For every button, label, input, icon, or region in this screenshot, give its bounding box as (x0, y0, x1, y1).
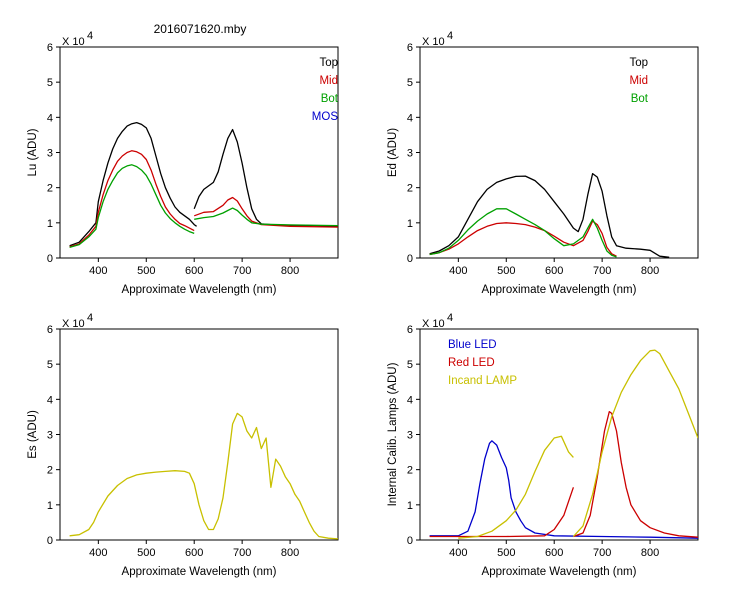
x-axis-label: Approximate Wavelength (nm) (482, 566, 637, 578)
y-tick-label: 2 (407, 183, 413, 195)
legend-entry-bot: Bot (321, 93, 339, 105)
series-line-bot (429, 208, 617, 258)
y-multiplier: X 10 (62, 36, 85, 48)
x-tick-label: 700 (593, 265, 611, 277)
y-tick-label: 5 (407, 77, 413, 89)
x-tick-label: 800 (641, 547, 659, 559)
legend-entry-mid: Mid (629, 75, 648, 87)
y-multiplier: X 10 (422, 36, 445, 48)
x-tick-label: 500 (137, 547, 155, 559)
y-tick-label: 0 (47, 253, 53, 265)
y-axis-label: Lu (ADU) (27, 128, 39, 176)
series-line-mid (193, 196, 338, 228)
x-axis-label: Approximate Wavelength (nm) (482, 284, 637, 296)
series-line-incand-lamp (572, 349, 698, 537)
x-tick-label: 800 (281, 265, 299, 277)
y-multiplier-exponent: 4 (447, 30, 453, 42)
y-axis-label: Es (ADU) (27, 410, 39, 459)
legend-entry-top: Top (319, 57, 338, 69)
y-tick-label: 1 (47, 218, 53, 230)
plot-frame (59, 328, 339, 541)
x-axis-label: Approximate Wavelength (nm) (122, 284, 277, 296)
legend-entry-incand-lamp: Incand LAMP (448, 375, 517, 387)
y-tick-label: 4 (407, 394, 413, 406)
y-tick-label: 2 (407, 465, 413, 477)
x-tick-label: 500 (497, 265, 515, 277)
y-tick-label: 1 (47, 500, 53, 512)
y-tick-label: 0 (407, 535, 413, 547)
x-tick-label: 600 (545, 547, 563, 559)
y-axis-label: Internal Calib. Lamps (ADU) (387, 362, 399, 506)
y-tick-label: 0 (407, 253, 413, 265)
legend-entry-bot: Bot (631, 93, 649, 105)
x-tick-label: 700 (233, 265, 251, 277)
x-tick-label: 400 (89, 547, 107, 559)
y-multiplier-exponent: 4 (447, 312, 453, 324)
x-axis-label: Approximate Wavelength (nm) (122, 566, 277, 578)
y-tick-label: 1 (407, 218, 413, 230)
y-tick-label: 3 (47, 430, 53, 442)
series-line-blue-led (429, 440, 698, 539)
series-line-bot (194, 207, 338, 227)
y-tick-label: 3 (407, 148, 413, 160)
series-line-red-led (573, 410, 698, 538)
y-tick-label: 6 (407, 42, 413, 54)
y-multiplier: X 10 (62, 318, 85, 330)
series-line-mid (69, 150, 195, 248)
y-tick-label: 5 (407, 359, 413, 371)
y-tick-label: 6 (47, 42, 53, 54)
y-multiplier-exponent: 4 (87, 312, 93, 324)
legend-entry-mos: MOS (312, 111, 339, 123)
x-tick-label: 500 (137, 265, 155, 277)
series-line-red-led (429, 487, 575, 538)
y-tick-label: 2 (47, 183, 53, 195)
series-line-top (429, 172, 670, 258)
x-tick-label: 400 (449, 265, 467, 277)
x-tick-label: 700 (593, 547, 611, 559)
x-tick-label: 800 (281, 547, 299, 559)
plot-frame (419, 46, 699, 259)
series-line-top (69, 121, 197, 247)
y-tick-label: 6 (407, 324, 413, 336)
y-tick-label: 4 (407, 112, 413, 124)
y-tick-label: 2 (47, 465, 53, 477)
y-multiplier: X 10 (422, 318, 445, 330)
x-tick-label: 500 (497, 547, 515, 559)
legend-entry-mid: Mid (319, 75, 338, 87)
legend-entry-top: Top (629, 57, 648, 69)
x-tick-label: 600 (185, 265, 203, 277)
y-tick-label: 5 (47, 77, 53, 89)
series-line-es (69, 412, 338, 540)
y-multiplier-exponent: 4 (87, 30, 93, 42)
y-tick-label: 5 (47, 359, 53, 371)
x-tick-label: 700 (233, 547, 251, 559)
x-tick-label: 600 (185, 547, 203, 559)
y-tick-label: 3 (47, 148, 53, 160)
y-tick-label: 4 (47, 112, 53, 124)
series-line-top (193, 128, 338, 227)
series-line-mid (429, 220, 617, 257)
y-tick-label: 1 (407, 500, 413, 512)
series-line-bot (69, 164, 195, 249)
x-tick-label: 400 (449, 547, 467, 559)
x-tick-label: 600 (545, 265, 563, 277)
legend-entry-red-led: Red LED (448, 357, 495, 369)
figure-title: 2016071620.mby (154, 22, 247, 36)
y-tick-label: 4 (47, 394, 53, 406)
x-tick-label: 400 (89, 265, 107, 277)
y-axis-label: Ed (ADU) (387, 128, 399, 177)
y-tick-label: 6 (47, 324, 53, 336)
y-tick-label: 3 (407, 430, 413, 442)
y-tick-label: 0 (47, 535, 53, 547)
legend-entry-blue-led: Blue LED (448, 339, 497, 351)
series-line-incand-lamp (458, 435, 574, 539)
x-tick-label: 800 (641, 265, 659, 277)
